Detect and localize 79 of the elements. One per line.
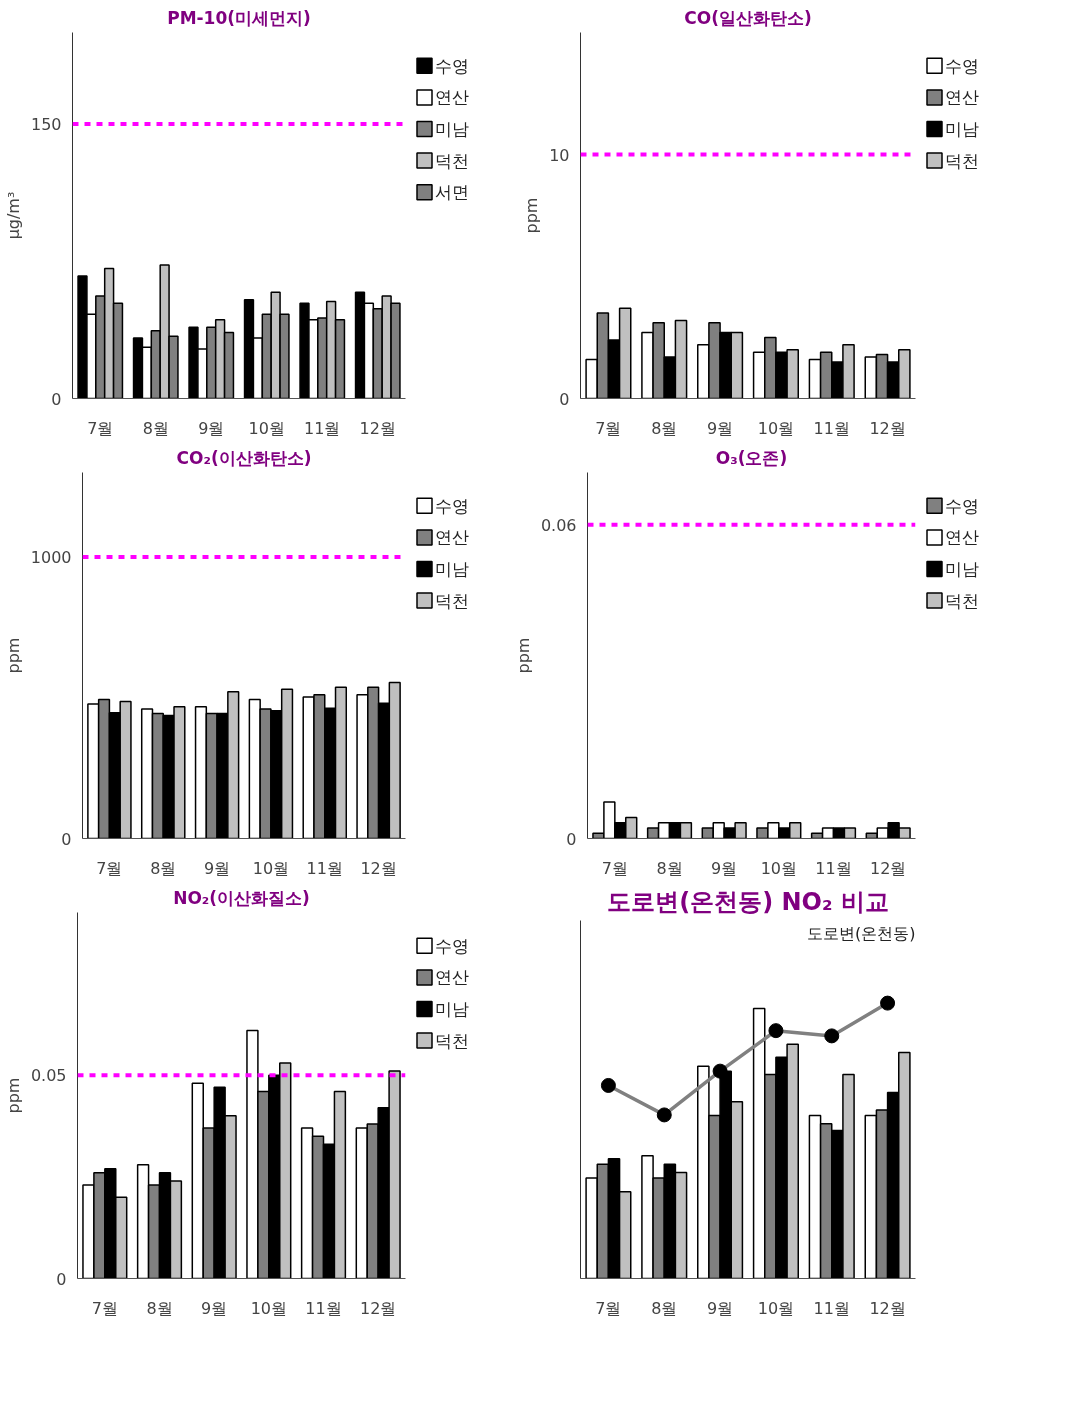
chart-title: O₃(오존)	[715, 447, 788, 468]
x-tick-label: 9월	[198, 418, 225, 438]
legend-label: 덕천	[945, 150, 980, 171]
legend-label: 연산	[435, 967, 470, 988]
legend-label: 수영	[945, 495, 980, 516]
legend-label: 미남	[945, 558, 980, 579]
y-tick-label: 0	[51, 389, 62, 409]
y-tick-label: 0.05	[30, 1066, 67, 1086]
x-tick-label: 8월	[150, 858, 177, 878]
x-tick-label: 12월	[359, 1298, 397, 1318]
x-tick-label: 8월	[651, 418, 678, 438]
chart-title: CO₂(이산화탄소)	[176, 447, 312, 468]
legend-label: 미남	[435, 558, 470, 579]
legend-label: 수영	[435, 935, 470, 956]
x-tick-label: 7월	[91, 1298, 118, 1318]
text: 도로변(온천동)	[807, 924, 916, 944]
y-axis-title: μg/m³	[3, 191, 23, 240]
y-tick-label: 150	[30, 115, 62, 134]
x-tick-label: 10월	[757, 1298, 795, 1318]
chart-title: CO(일산화탄소)	[684, 7, 812, 28]
legend-label: 수영	[435, 55, 470, 76]
x-tick-label: 11월	[813, 1298, 850, 1318]
x-tick-label: 8월	[142, 418, 169, 438]
x-tick-label: 7월	[87, 418, 114, 438]
legend-label: 덕천	[435, 150, 470, 171]
y-tick-label: 0	[559, 389, 570, 409]
x-tick-label: 9월	[706, 418, 734, 438]
y-tick-label: 0	[56, 1269, 67, 1289]
x-tick-label: 10월	[760, 858, 798, 878]
legend-label: 서면	[435, 182, 470, 203]
x-tick-label: 7월	[96, 858, 123, 878]
legend-label: 미남	[435, 998, 470, 1019]
x-tick-label: 10월	[248, 418, 285, 438]
legend-label: 덕천	[435, 1030, 470, 1051]
y-axis-title: ppm	[3, 637, 23, 674]
legend-label: 미남	[945, 118, 980, 139]
x-tick-label: 12월	[869, 858, 907, 878]
x-tick-label: 12월	[359, 418, 396, 438]
legend-label: 연산	[435, 87, 470, 108]
chart-title: 도로변(온천동) NO₂ 비교	[607, 887, 889, 916]
x-tick-label: 11월	[306, 858, 343, 878]
x-tick-label: 12월	[869, 1298, 906, 1318]
x-tick-label: 10월	[250, 1298, 288, 1318]
x-tick-label: 11월	[304, 418, 341, 438]
x-tick-label: 7월	[595, 1298, 622, 1318]
legend-label: 미남	[435, 118, 470, 139]
x-tick-label: 9월	[203, 858, 231, 878]
x-tick-label: 12월	[360, 858, 397, 878]
y-axis-title: ppm	[513, 637, 533, 674]
x-tick-label: 10월	[757, 418, 795, 438]
x-tick-label: 9월	[201, 1298, 228, 1318]
x-tick-label: 7월	[595, 418, 622, 438]
legend-label: 연산	[945, 527, 980, 548]
y-tick-label: 0.06	[540, 515, 577, 535]
y-axis-title: ppm	[522, 197, 542, 234]
legend-label: 수영	[435, 495, 470, 516]
x-tick-label: 8월	[656, 858, 683, 878]
y-tick-label: 0	[61, 829, 72, 849]
legend-label: 덕천	[945, 590, 980, 611]
y-axis-title: ppm	[3, 1077, 23, 1114]
legend-label: 연산	[945, 87, 980, 108]
x-tick-label: 12월	[869, 418, 906, 438]
chart-title: PM-10(미세먼지)	[167, 7, 311, 28]
x-tick-label: 10월	[252, 858, 290, 878]
y-tick-label: 1000	[30, 547, 72, 567]
x-tick-label: 9월	[706, 1298, 734, 1318]
y-tick-label: 0	[566, 829, 577, 849]
x-tick-label: 7월	[601, 858, 628, 878]
legend-label: 수영	[945, 55, 980, 76]
x-tick-label: 11월	[813, 418, 850, 438]
y-tick-label: 10	[549, 145, 570, 165]
x-tick-label: 8월	[146, 1298, 173, 1318]
chart-title: NO₂(이산화질소)	[173, 887, 310, 908]
x-tick-label: 11월	[815, 858, 852, 878]
legend-label: 연산	[435, 527, 470, 548]
legend-label: 덕천	[435, 590, 470, 611]
x-tick-label: 9월	[711, 858, 738, 878]
x-tick-label: 11월	[305, 1298, 342, 1318]
x-tick-label: 8월	[651, 1298, 678, 1318]
